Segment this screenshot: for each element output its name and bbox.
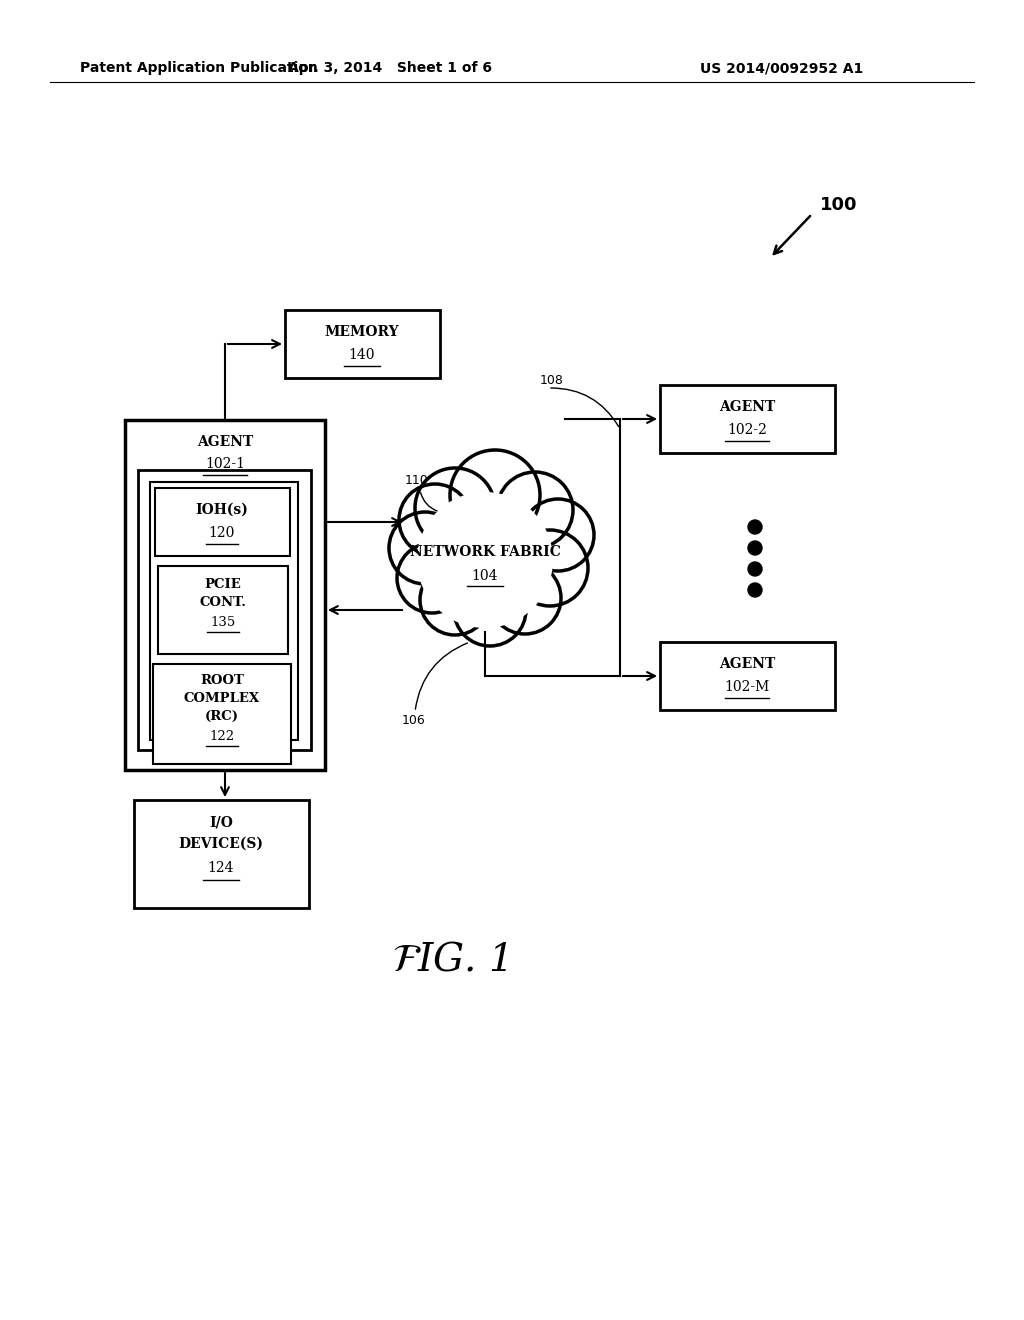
Bar — [660, 642, 835, 710]
Bar — [158, 566, 288, 653]
Text: Patent Application Publication: Patent Application Publication — [80, 61, 317, 75]
Circle shape — [512, 531, 588, 606]
Text: 102-2: 102-2 — [727, 422, 767, 437]
Text: 104: 104 — [472, 569, 499, 583]
Text: 102-M: 102-M — [724, 680, 770, 694]
Circle shape — [415, 469, 495, 548]
Text: AGENT: AGENT — [197, 436, 253, 449]
Text: 110: 110 — [406, 474, 429, 487]
Bar — [285, 310, 440, 378]
Text: AGENT: AGENT — [719, 657, 775, 671]
Bar — [138, 470, 311, 750]
Text: 102-1: 102-1 — [205, 457, 245, 471]
Circle shape — [389, 512, 461, 583]
Text: MEMORY: MEMORY — [325, 325, 399, 339]
Text: 135: 135 — [210, 615, 236, 628]
Circle shape — [450, 450, 540, 540]
Text: 120: 120 — [209, 525, 236, 540]
Text: COMPLEX: COMPLEX — [184, 692, 260, 705]
Text: 124: 124 — [208, 861, 234, 875]
Circle shape — [748, 583, 762, 597]
Circle shape — [420, 565, 490, 635]
Text: 140: 140 — [349, 348, 375, 362]
Bar — [125, 420, 325, 770]
Text: AGENT: AGENT — [719, 400, 775, 414]
Text: 108: 108 — [540, 374, 564, 387]
Text: 122: 122 — [210, 730, 234, 742]
Text: DEVICE(S): DEVICE(S) — [178, 837, 263, 851]
Text: I/O: I/O — [209, 814, 232, 829]
Circle shape — [522, 499, 594, 572]
Text: NETWORK FABRIC: NETWORK FABRIC — [410, 545, 560, 558]
Text: PCIE: PCIE — [205, 578, 242, 590]
Text: IOH(s): IOH(s) — [196, 503, 249, 517]
Text: ROOT: ROOT — [200, 673, 244, 686]
Bar — [660, 385, 835, 453]
Circle shape — [489, 562, 561, 634]
Circle shape — [417, 492, 553, 628]
Circle shape — [397, 543, 467, 612]
Text: 100: 100 — [820, 195, 857, 214]
Text: CONT.: CONT. — [200, 595, 247, 609]
Circle shape — [497, 473, 573, 548]
Circle shape — [454, 574, 526, 645]
Text: 106: 106 — [402, 714, 426, 726]
Bar — [153, 664, 291, 764]
Circle shape — [748, 562, 762, 576]
Bar — [134, 800, 309, 908]
Circle shape — [748, 520, 762, 535]
Circle shape — [399, 484, 471, 556]
Bar — [150, 482, 298, 741]
Text: (RC): (RC) — [205, 710, 239, 722]
Text: Apr. 3, 2014   Sheet 1 of 6: Apr. 3, 2014 Sheet 1 of 6 — [288, 61, 492, 75]
Circle shape — [748, 541, 762, 554]
Text: $\mathcal{F}$IG. 1: $\mathcal{F}$IG. 1 — [392, 941, 508, 978]
Bar — [155, 488, 290, 556]
Text: US 2014/0092952 A1: US 2014/0092952 A1 — [700, 61, 863, 75]
